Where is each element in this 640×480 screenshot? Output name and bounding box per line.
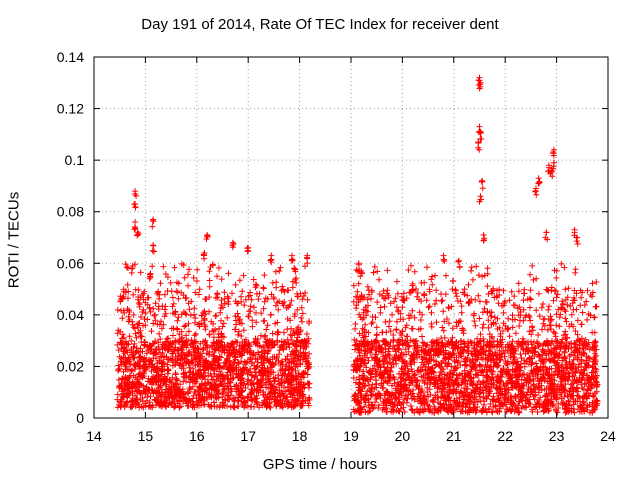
y-tick-label: 0.08: [57, 204, 84, 220]
axis-ticks: 14 15 16 17 18 19 20 21 22 23 24 0 0.02 0.04 0.06 0.08 0…: [57, 49, 616, 444]
y-tick-label: 0.02: [57, 358, 84, 374]
y-tick-label: 0.12: [57, 101, 84, 117]
x-tick-label: 19: [343, 428, 359, 444]
y-tick-label: 0: [76, 410, 84, 426]
x-axis-label: GPS time / hours: [262, 456, 378, 473]
x-tick-label: 18: [292, 428, 308, 444]
x-tick-label: 15: [138, 428, 154, 444]
y-tick-label: 0.06: [57, 255, 84, 271]
x-tick-label: 22: [497, 428, 513, 444]
x-tick-label: 23: [549, 428, 565, 444]
y-tick-label: 0.04: [57, 307, 84, 323]
y-axis-label: ROTI / TECUs: [5, 191, 23, 289]
x-tick-label: 17: [240, 428, 256, 444]
roti-plus-markers: [128, 188, 600, 416]
x-tick-label: 20: [395, 428, 411, 444]
y-tick-label: 0.14: [57, 49, 84, 65]
x-tick-label: 16: [189, 428, 205, 444]
roti-plus-markers: [350, 262, 601, 416]
roti-data-points: [114, 74, 601, 416]
y-tick-label: 0.1: [65, 152, 85, 168]
x-tick-label: 21: [446, 428, 462, 444]
chart-title: Day 191 of 2014, Rate Of TEC Index for r…: [141, 16, 499, 33]
x-tick-label: 14: [86, 428, 102, 444]
x-tick-label: 24: [600, 428, 616, 444]
roti-plus-markers: [229, 74, 581, 294]
